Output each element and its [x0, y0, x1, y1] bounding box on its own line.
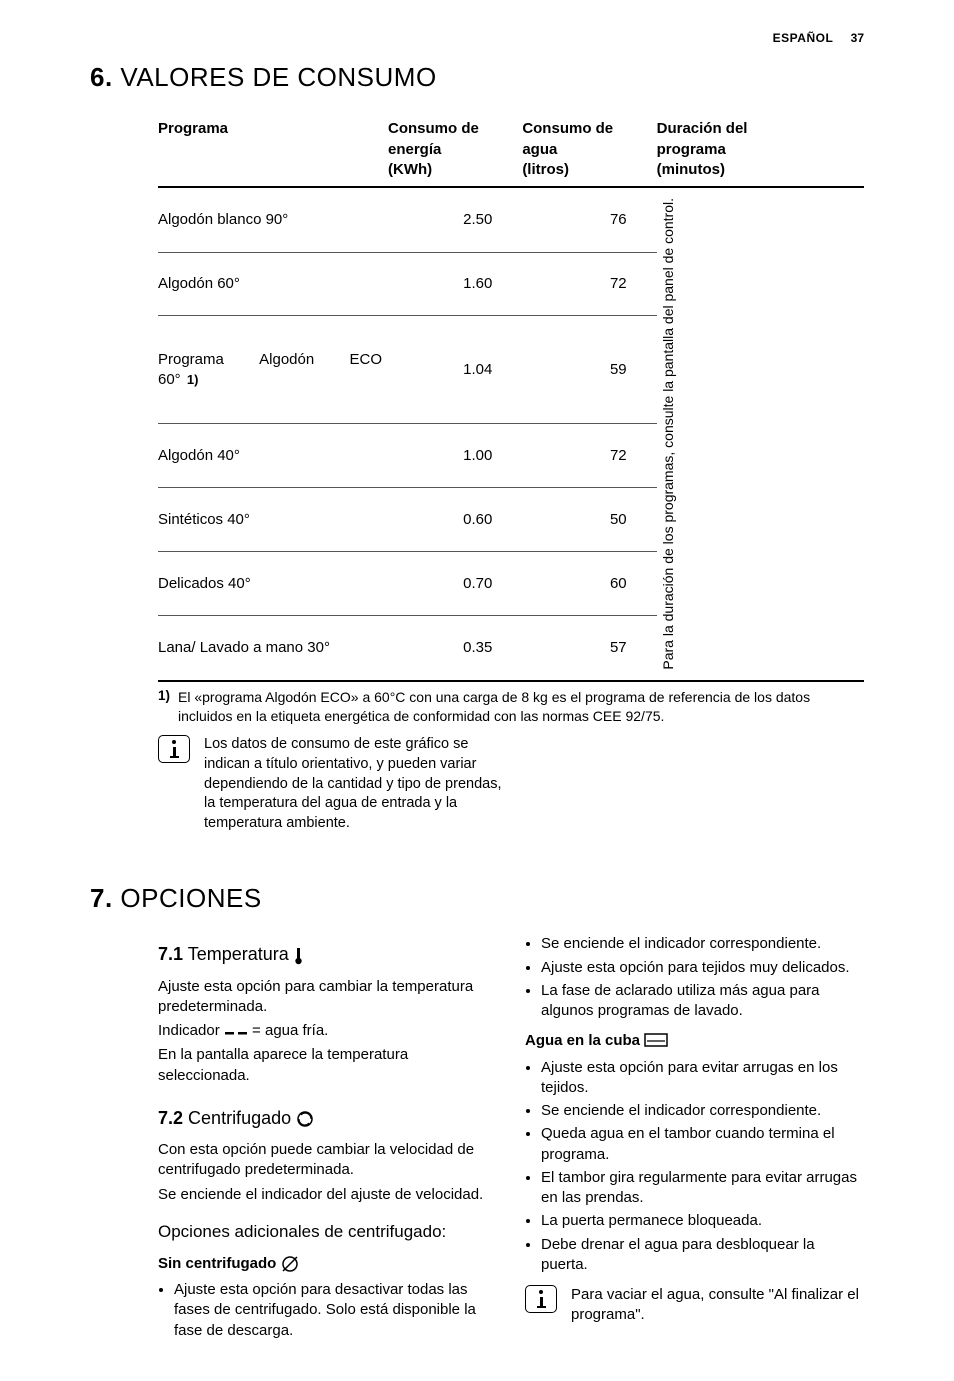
info-block-7: Para vaciar el agua, consulte "Al finali…	[525, 1285, 864, 1326]
p-71-3: En la pantalla aparece la temperatura se…	[158, 1045, 497, 1086]
list-item: Debe drenar el agua para desbloquear la …	[541, 1235, 864, 1276]
info-icon	[158, 735, 190, 763]
info-icon	[525, 1285, 557, 1313]
page-number: 37	[851, 31, 864, 45]
h3-spin-options: Opciones adicionales de centrifugado:	[158, 1221, 497, 1244]
section-7-heading: 7. OPCIONES	[90, 881, 864, 916]
list-item: Ajuste esta opción para evitar arrugas e…	[541, 1058, 864, 1099]
no-spin-icon	[281, 1255, 299, 1273]
h4-rinse-hold: Agua en la cuba	[525, 1031, 864, 1051]
language-label: ESPAÑOL	[773, 31, 834, 45]
list-rinse-hold: Ajuste esta opción para evitar arrugas e…	[525, 1058, 864, 1276]
table-row: Algodón blanco 90°2.5076Para la duración…	[158, 187, 864, 252]
footnote-1: 1) El «programa Algodón ECO» a 60°C con …	[158, 688, 864, 726]
th-energy: Consumo de energía (KWh)	[388, 113, 522, 187]
p-71-1: Ajuste esta opción para cambiar la tempe…	[158, 977, 497, 1018]
spin-icon	[296, 1110, 314, 1128]
th-duration: Duración del programa (minutos)	[657, 113, 864, 187]
consumption-table: Programa Consumo de energía (KWh) Consum…	[158, 113, 864, 681]
h-7-1: 7.1 Temperatura	[158, 942, 497, 966]
list-item: El tambor gira regularmente para evitar …	[541, 1168, 864, 1209]
list-item: Queda agua en el tambor cuando termina e…	[541, 1124, 864, 1165]
h-7-2: 7.2 Centrifugado	[158, 1106, 497, 1130]
list-item: Ajuste esta opción para desactivar todas…	[174, 1280, 497, 1341]
duration-note-cell: Para la duración de los programas, consu…	[657, 187, 864, 681]
temperature-icon	[294, 947, 303, 965]
th-water: Consumo de agua (litros)	[522, 113, 656, 187]
h4-no-spin: Sin centrifugado	[158, 1254, 497, 1274]
list-item: La fase de aclarado utiliza más agua par…	[541, 981, 864, 1022]
cold-water-icon	[224, 1026, 248, 1036]
list-item: Ajuste esta opción para tejidos muy deli…	[541, 958, 864, 978]
rinse-hold-icon	[644, 1033, 668, 1049]
info-block-6: Los datos de consumo de este gráfico se …	[158, 735, 864, 833]
p-72-1: Con esta opción puede cambiar la velocid…	[158, 1140, 497, 1181]
page-header: ESPAÑOL 37	[90, 30, 864, 46]
p-71-2: Indicador = agua fría.	[158, 1021, 497, 1041]
list-item: Se enciende el indicador correspondiente…	[541, 1101, 864, 1121]
list-item: La puerta permanece bloqueada.	[541, 1211, 864, 1231]
th-program: Programa	[158, 113, 388, 187]
section-6-heading: 6. VALORES DE CONSUMO	[90, 60, 864, 95]
list-item: Se enciende el indicador correspondiente…	[541, 934, 864, 954]
p-72-2: Se enciende el indicador del ajuste de v…	[158, 1185, 497, 1205]
